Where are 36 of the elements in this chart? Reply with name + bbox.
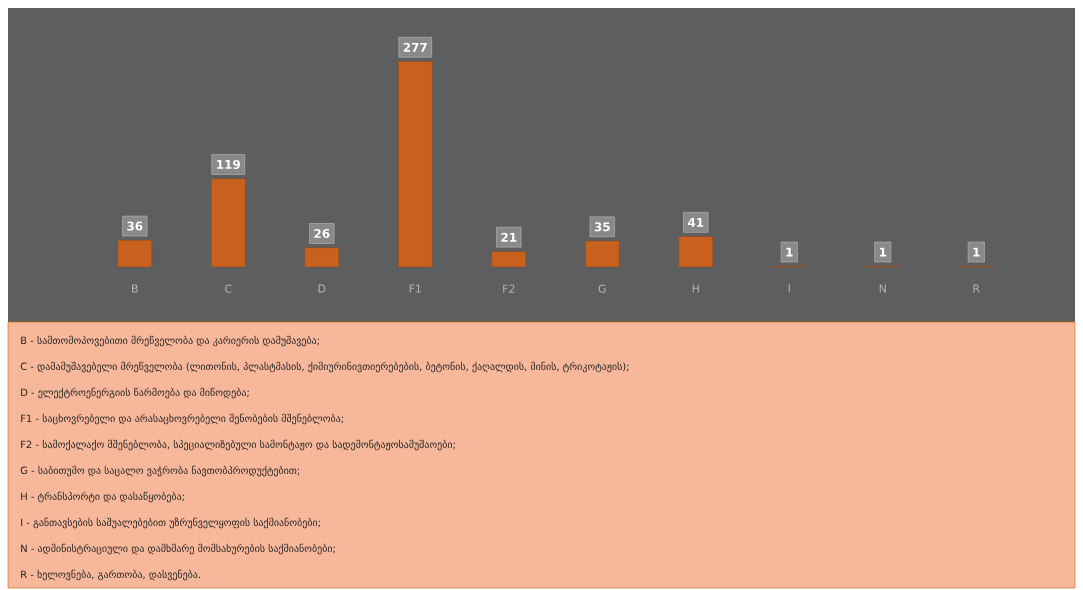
x-tick-label: B bbox=[132, 284, 138, 293]
data-label: 26 bbox=[314, 228, 330, 239]
data-label: 1 bbox=[786, 247, 793, 257]
bar bbox=[211, 178, 246, 268]
text: G - საბითუმო და საცალო ვაჭრობა ნავთობპროდუქტებით; bbox=[20, 465, 299, 477]
text: D - ელექტროენერგიის წარმოება და მიწოდება; bbox=[21, 387, 249, 399]
text: B - სამთომოპოვებითი მრეწველობა და კარიერის დამუშავება; bbox=[21, 335, 319, 347]
data-label: 1 bbox=[973, 247, 980, 257]
bar bbox=[398, 61, 433, 268]
x-tick-label: N bbox=[879, 284, 886, 293]
data-label: 21 bbox=[501, 232, 517, 242]
x-tick-label: R bbox=[973, 284, 980, 293]
x-tick-label: H bbox=[692, 284, 699, 293]
data-label: 36 bbox=[127, 221, 143, 231]
bar bbox=[304, 247, 339, 268]
x-tick-label: G bbox=[598, 284, 606, 293]
x-tick-label: F2 bbox=[503, 284, 515, 293]
bar bbox=[678, 236, 713, 268]
data-label: 1 bbox=[879, 247, 887, 257]
text: F2 - სამოქალაქო მშენებლობა, სპეციალიზებული სამონტაჟო და სადემონტაჟოსამუშაოები; bbox=[21, 439, 455, 451]
bar bbox=[491, 251, 526, 268]
x-tick-label: F1 bbox=[409, 284, 421, 293]
x-tick-label: C bbox=[225, 284, 232, 293]
data-label: 119 bbox=[217, 159, 240, 169]
text: R - ხელოვნება, გართობა, დასვენება. bbox=[21, 569, 200, 581]
text: I - განთავსების საშუალებებით უზრუნველყოფის საქმიანობები; bbox=[21, 517, 320, 529]
data-label: 277 bbox=[403, 42, 427, 52]
text: F1 - საცხოვრებელი და არასაცხოვრებელი შენობების მშენებლობა; bbox=[21, 413, 343, 425]
data-label: 41 bbox=[687, 218, 704, 227]
text: H - ტრანსპორტი და დასაწყობება; bbox=[21, 491, 184, 503]
bar bbox=[117, 240, 152, 268]
x-tick-label: I bbox=[788, 284, 790, 293]
data-label: 35 bbox=[594, 222, 610, 232]
text: N - ადმინისტრაციული და დამხმარე მომსახურების საქმიანობები; bbox=[21, 543, 335, 555]
x-tick-label: D bbox=[318, 284, 326, 293]
text: C - დამამუშავებელი მრეწველობა (ლითონის, პლასტმასის, ქიმიურინივთიერებების, ბეტონის, ქაღალდის, მინის, ტრიკოტაჟის); bbox=[20, 361, 629, 373]
